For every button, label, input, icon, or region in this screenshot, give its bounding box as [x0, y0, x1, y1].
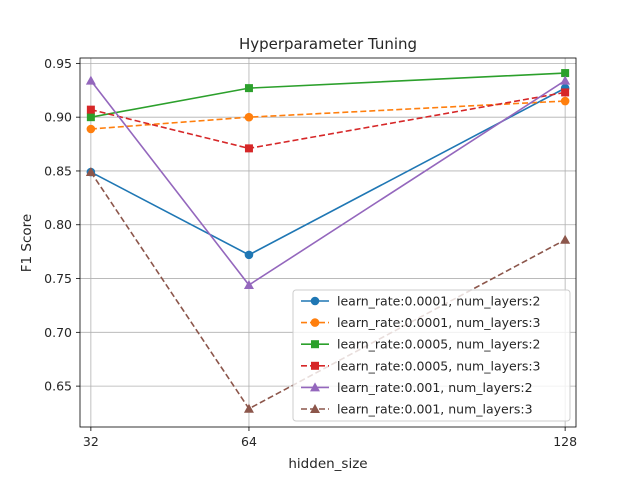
x-tick-label: 64 [241, 434, 257, 449]
y-tick-label: 0.65 [44, 379, 72, 394]
y-tick-label: 0.70 [44, 325, 72, 340]
series-4-point [561, 88, 570, 97]
series-1-point [244, 250, 254, 260]
legend-entry-2: learn_rate:0.0001, num_layers:3 [337, 315, 541, 330]
y-tick-label: 0.85 [44, 163, 72, 178]
series-3-point [561, 69, 570, 78]
legend-marker-5 [310, 382, 320, 392]
series-6-point [243, 403, 254, 413]
legend-entry-5: learn_rate:0.001, num_layers:2 [337, 380, 533, 395]
series-3-point [86, 113, 95, 122]
y-axis-label: F1 Score [19, 214, 35, 272]
x-tick-label: 32 [83, 434, 99, 449]
legend-entry-1: learn_rate:0.0001, num_layers:2 [337, 294, 541, 309]
chart-title: Hyperparameter Tuning [239, 35, 417, 53]
series-5-point [243, 279, 254, 289]
series-5-point [560, 75, 571, 85]
series-2-point [244, 112, 254, 122]
legend: learn_rate:0.0001, num_layers:2 learn_rat… [292, 289, 571, 422]
y-tick-label: 0.95 [44, 56, 72, 71]
series-5-point [85, 75, 96, 85]
y-tick-label: 0.90 [44, 110, 72, 125]
legend-marker-2 [310, 318, 320, 327]
series-6-point [560, 234, 571, 244]
x-tick-label: 128 [553, 434, 577, 449]
legend-marker-3 [311, 340, 319, 349]
axes-frame [79, 57, 577, 428]
legend-box [292, 289, 571, 422]
legend-entry-6: learn_rate:0.001, num_layers:3 [337, 402, 533, 417]
x-axis-label: hidden_size [288, 456, 367, 472]
legend-marker-6 [310, 404, 320, 413]
legend-marker-1 [310, 296, 320, 306]
legend-marker-4 [311, 361, 319, 370]
series-4-point [244, 144, 253, 153]
y-tick-label: 0.80 [44, 217, 72, 232]
y-tick-label: 0.75 [44, 271, 72, 286]
legend-entry-4: learn_rate:0.0005, num_layers:3 [337, 358, 541, 373]
legend-entry-3: learn_rate:0.0005, num_layers:2 [337, 337, 541, 352]
series-2-point [560, 96, 570, 106]
series-3-point [244, 84, 253, 93]
series-6-point [85, 167, 96, 177]
series-2-point [86, 124, 96, 134]
series-4-point [86, 105, 95, 114]
